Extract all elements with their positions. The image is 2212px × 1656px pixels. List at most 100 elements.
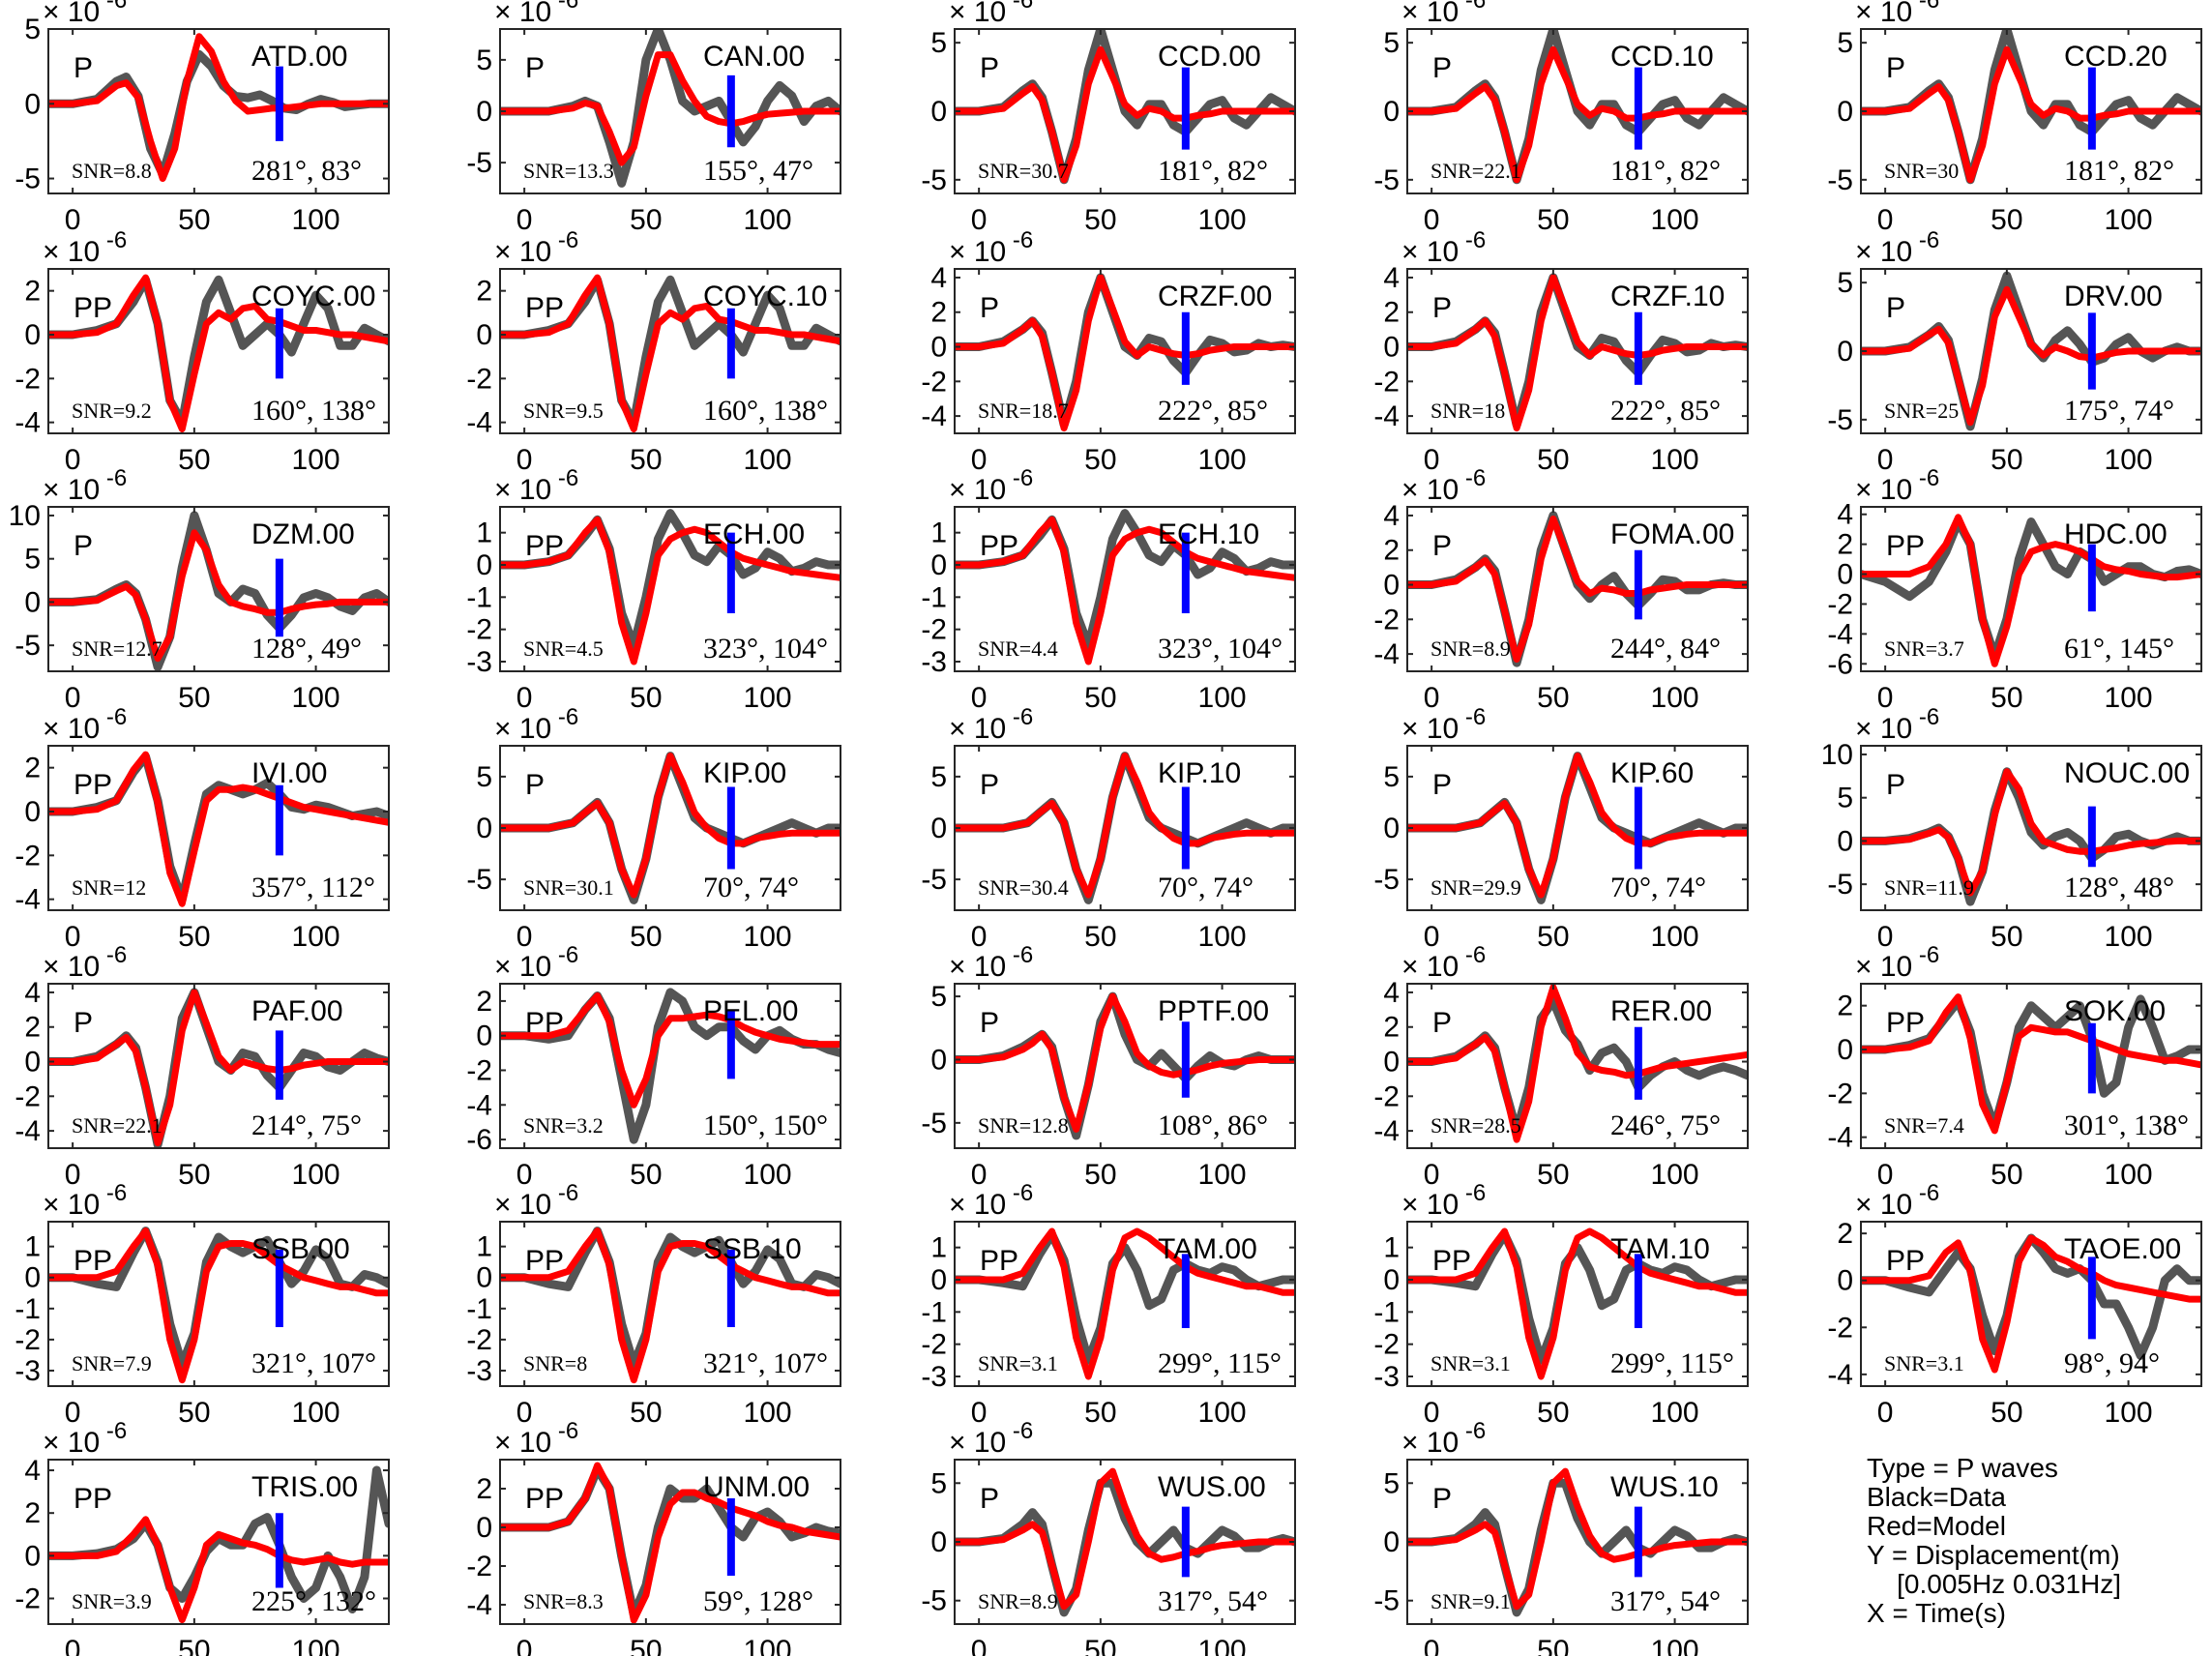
model-series-line: [500, 1227, 841, 1384]
snr-label: SNR=9.2: [72, 399, 152, 423]
x-tick-label: 50: [630, 1635, 662, 1656]
y-tick-label: 2: [476, 1473, 492, 1505]
x-tick-label: 0: [971, 204, 988, 236]
y-tick-label: 1: [24, 1231, 41, 1263]
y-tick-label: -3: [921, 1361, 947, 1393]
phase-label: PP: [1432, 1245, 1471, 1277]
x-tick-label: 50: [1084, 204, 1116, 236]
y-tick-label: 0: [24, 586, 41, 618]
station-label: CRZF.00: [1158, 281, 1272, 312]
station-label: DZM.00: [251, 518, 355, 550]
model-series-line: [48, 529, 389, 663]
angles-label: 70°, 74°: [1610, 872, 1706, 903]
station-label: SSB.10: [703, 1233, 802, 1265]
exponent-label: × 10 -6: [1855, 227, 1939, 268]
y-tick-label: 0: [476, 96, 492, 128]
model-series-line: [1861, 993, 2201, 1135]
angles-label: 181°, 82°: [1610, 155, 1721, 187]
x-tick-label: 100: [2105, 1397, 2153, 1429]
y-tick-label: 0: [930, 549, 947, 581]
y-tick-label: -1: [921, 1296, 947, 1328]
snr-label: SNR=8: [523, 1351, 587, 1375]
phase-label: PP: [74, 292, 112, 324]
x-tick-label: 100: [2105, 1159, 2153, 1191]
y-tick-label: -5: [921, 1585, 947, 1617]
y-tick-label: 2: [930, 297, 947, 329]
station-label: TAOE.00: [2064, 1233, 2181, 1265]
y-tick-label: -2: [466, 614, 492, 646]
axes-box: [47, 506, 390, 672]
y-tick-label: -4: [466, 407, 492, 439]
y-tick-label: -1: [466, 1293, 492, 1325]
y-tick-label: 0: [1383, 1264, 1400, 1296]
model-series-line: [955, 45, 1295, 184]
y-tick-label: -2: [466, 1054, 492, 1086]
y-tick-label: 0: [476, 319, 492, 351]
model-series-line: [1407, 753, 1748, 899]
y-tick-label: 0: [1383, 1047, 1400, 1079]
y-tick-label: -5: [1827, 869, 1853, 901]
y-tick-label: 1: [476, 518, 492, 549]
x-tick-label: 50: [1991, 682, 2022, 714]
axes-box: [1406, 268, 1749, 434]
station-label: IVI.00: [251, 757, 327, 789]
exponent-label: × 10 -6: [1401, 704, 1486, 745]
model-series-line: [500, 516, 841, 665]
x-tick-label: 50: [1084, 1159, 1116, 1191]
axes-box: [499, 1221, 841, 1387]
y-tick-label: -3: [921, 646, 947, 678]
angles-label: 128°, 49°: [251, 633, 362, 665]
x-tick-label: 100: [1198, 444, 1247, 476]
phase-label: P: [1432, 52, 1452, 84]
y-tick-label: -2: [1373, 1329, 1400, 1361]
phase-label: P: [74, 1007, 93, 1039]
y-tick-label: 5: [1383, 27, 1400, 59]
station-label: SOK.00: [2064, 995, 2166, 1027]
y-tick-label: 0: [24, 88, 41, 120]
x-tick-label: 50: [1084, 921, 1116, 953]
x-tick-label: 0: [1877, 682, 1894, 714]
station-label: CCD.20: [2064, 41, 2168, 73]
snr-label: SNR=8.9: [978, 1589, 1058, 1613]
snr-label: SNR=9.1: [1430, 1589, 1511, 1613]
model-series-line: [48, 33, 389, 182]
exponent-label: × 10 -6: [1401, 1180, 1486, 1221]
x-tick-label: 0: [1877, 921, 1894, 953]
station-label: UNM.00: [703, 1471, 810, 1503]
model-series-line: [955, 992, 1295, 1133]
exponent-label: × 10 -6: [43, 465, 127, 506]
y-tick-label: -5: [921, 864, 947, 896]
y-tick-label: -5: [1373, 1585, 1400, 1617]
model-series-line: [1407, 1467, 1748, 1611]
y-tick-label: -2: [15, 1583, 41, 1615]
x-tick-label: 100: [1651, 682, 1699, 714]
y-tick-label: -2: [466, 1551, 492, 1582]
exponent-label: × 10 -6: [949, 227, 1033, 268]
x-tick-label: 100: [292, 204, 340, 236]
axes-box: [1860, 983, 2202, 1149]
y-tick-label: -2: [15, 840, 41, 872]
snr-label: SNR=3.1: [978, 1351, 1058, 1375]
y-tick-label: 10: [1821, 739, 1853, 771]
snr-label: SNR=3.1: [1884, 1351, 1964, 1375]
y-tick-label: 0: [930, 1044, 947, 1076]
exponent-label: × 10 -6: [494, 1180, 578, 1221]
angles-label: 150°, 150°: [703, 1109, 828, 1141]
y-tick-label: -5: [1827, 164, 1853, 196]
exponent-label: × 10 -6: [1855, 942, 1939, 983]
x-tick-label: 50: [1084, 682, 1116, 714]
snr-label: SNR=7.9: [72, 1351, 152, 1375]
angles-label: 323°, 104°: [703, 633, 828, 665]
snr-label: SNR=4.4: [978, 636, 1058, 661]
x-tick-label: 50: [1084, 444, 1116, 476]
x-tick-label: 100: [1651, 1159, 1699, 1191]
station-label: TRIS.00: [251, 1471, 358, 1503]
angles-label: 321°, 107°: [703, 1347, 828, 1379]
y-tick-label: -2: [1827, 1312, 1853, 1344]
y-tick-label: 4: [1383, 262, 1400, 294]
y-tick-label: 0: [476, 549, 492, 581]
axes-box: [47, 268, 390, 434]
snr-label: SNR=3.1: [1430, 1351, 1511, 1375]
